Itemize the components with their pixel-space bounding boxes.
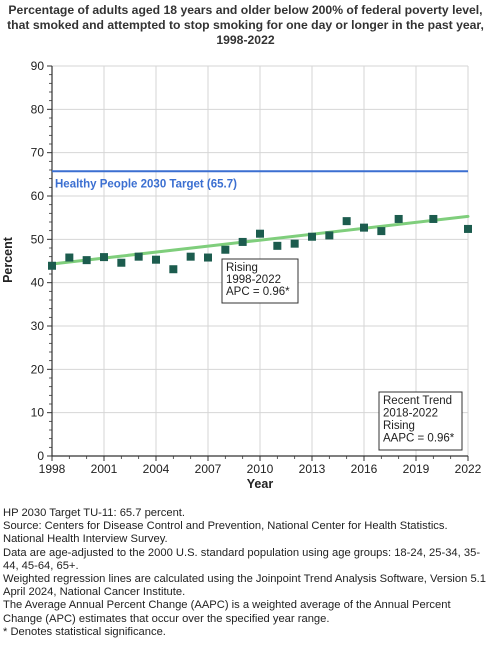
y-axis-label: Percent <box>1 236 15 283</box>
y-tick-label: 80 <box>31 102 45 116</box>
data-point <box>429 214 438 223</box>
annotation-line: Rising <box>383 420 415 432</box>
data-point <box>377 227 386 236</box>
x-tick-label: 2016 <box>351 462 378 476</box>
x-tick-label: 2007 <box>195 462 222 476</box>
data-point <box>186 252 195 261</box>
data-point <box>82 256 91 265</box>
trend-group <box>50 214 470 266</box>
annotation-line: APC = 0.96* <box>226 286 290 298</box>
note-age-adjust: Data are age-adjusted to the 2000 U.S. s… <box>3 546 481 572</box>
data-point <box>238 237 247 246</box>
annotation-line: 2018-2022 <box>383 408 438 420</box>
data-point <box>360 223 368 232</box>
data-point <box>325 231 334 240</box>
note-regression: Weighted regression lines are calculated… <box>3 573 486 599</box>
data-point <box>65 253 74 262</box>
y-tick-label: 70 <box>31 146 45 160</box>
x-tick-label: 2001 <box>91 462 118 476</box>
title-line-2: that smoked and attempted to stop smokin… <box>7 18 484 32</box>
annotation-frame <box>221 258 299 304</box>
y-tick-label: 90 <box>31 59 45 73</box>
annotation-line: 1998-2022 <box>226 274 281 286</box>
y-tick-label: 10 <box>31 406 45 420</box>
note-target: HP 2030 Target TU-11: 65.7 percent. <box>3 507 186 519</box>
y-tick-label: 0 <box>37 449 44 463</box>
x-tick-label: 2010 <box>247 462 274 476</box>
title-line-3: 1998-2022 <box>216 33 275 47</box>
data-point <box>48 261 56 270</box>
trend-line <box>50 214 470 266</box>
data-point <box>256 229 264 238</box>
y-tick-label: 50 <box>31 232 45 246</box>
data-point <box>464 224 472 233</box>
x-tick-label: 2013 <box>299 462 326 476</box>
data-point <box>394 214 403 223</box>
annotation-line: Rising <box>226 262 258 274</box>
x-tick-label: 2022 <box>455 462 482 476</box>
x-tick-label: 2004 <box>143 462 170 476</box>
data-point <box>290 239 299 248</box>
target-label: Healthy People 2030 Target (65.7) <box>55 178 237 190</box>
x-tick-label: 2019 <box>403 462 430 476</box>
data-points <box>48 214 472 274</box>
data-point <box>308 232 316 241</box>
scatter-chart: 0 10 20 30 40 50 60 70 80 90 1998 2001 2004 2007 2010… <box>1 59 482 491</box>
data-point <box>134 252 143 261</box>
note-source: Source: Centers for Disease Control and … <box>3 520 448 546</box>
title-line-1: Percentage of adults aged 18 years and o… <box>8 3 483 17</box>
note-aapc: The Average Annual Percent Change (AAPC)… <box>3 599 451 625</box>
annotation-frame <box>378 391 463 451</box>
data-point <box>152 255 160 264</box>
x-tick-label: 1998 <box>39 462 66 476</box>
data-point <box>273 241 282 250</box>
y-tick-label: 40 <box>31 276 45 290</box>
chart-title: Percentage of adults aged 18 years and o… <box>0 3 491 48</box>
target-group: Healthy People 2030 Target (65.7) <box>52 170 468 190</box>
annotation-line: AAPC = 0.96* <box>383 433 455 445</box>
annotation-line: Recent Trend <box>383 395 452 407</box>
footnotes: HP 2030 Target TU-11: 65.7 percent. Sour… <box>3 507 489 639</box>
y-tick-labels: 0 10 20 30 40 50 60 70 80 90 <box>31 59 45 463</box>
x-axis-label: Year <box>247 477 274 491</box>
y-tick-label: 20 <box>31 362 45 376</box>
data-point <box>342 217 351 226</box>
y-tick-label: 30 <box>31 319 45 333</box>
y-tick-label: 60 <box>31 189 45 203</box>
note-significance: * Denotes statistical significance. <box>3 625 166 638</box>
data-point <box>117 258 126 267</box>
data-point <box>100 253 108 262</box>
data-point <box>204 253 212 262</box>
axes <box>47 65 469 461</box>
data-point <box>221 245 230 254</box>
data-point <box>169 265 178 274</box>
x-tick-labels: 1998 2001 2004 2007 2010 2013 2016 2019 2022 <box>39 462 482 476</box>
